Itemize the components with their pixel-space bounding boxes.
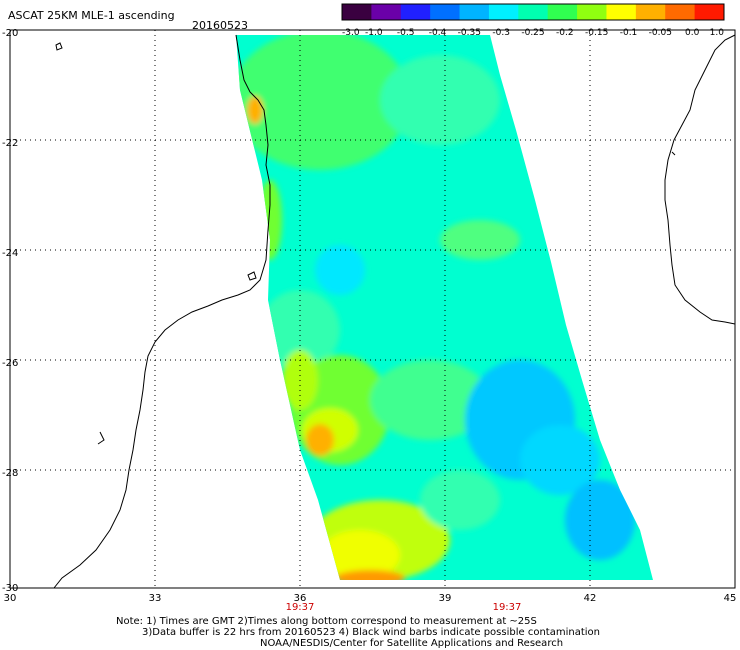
colorbar-tick-label: -0.2 — [556, 28, 574, 38]
colorbar-swatch — [342, 4, 372, 20]
colorbar-frame — [341, 3, 725, 21]
note-line-1: Note: 1) Times are GMT 2)Times along bot… — [116, 616, 537, 627]
note-line-3: NOAA/NESDIS/Center for Satellite Applica… — [260, 638, 564, 649]
note-line-2: 3)Data buffer is 22 hrs from 20160523 4)… — [142, 627, 600, 638]
map-frame — [9, 29, 736, 589]
colorbar-tick-label: 0.0 — [685, 28, 700, 38]
colorbar-swatch — [635, 4, 666, 20]
colorbar-swatch — [459, 4, 490, 20]
colorbar-tick-label: -0.1 — [620, 28, 638, 38]
lat-label: -24 — [2, 248, 18, 259]
madagascar-coastline — [664, 34, 736, 325]
colorbar-tick-label: -1.0 — [365, 28, 383, 38]
colorbar-tick-label: -0.25 — [521, 28, 544, 38]
colorbar-tick-label: 1.0 — [710, 28, 725, 38]
lon-label: 33 — [149, 593, 162, 604]
lon-label: 42 — [584, 593, 597, 604]
island-marks — [55, 42, 676, 445]
lat-label: -28 — [2, 468, 18, 479]
colorbar-tick-label: -0.35 — [458, 28, 481, 38]
colorbar-tick-label: -0.4 — [429, 28, 447, 38]
colorbar-swatch — [488, 4, 519, 20]
lat-label: -20 — [2, 28, 18, 39]
colorbar-tick-label: -0.05 — [649, 28, 672, 38]
colorbar-tick-label: -3.0 — [342, 28, 360, 38]
map-title: ASCAT 25KM MLE-1 ascending — [8, 9, 175, 22]
colorbar-swatch — [694, 4, 725, 20]
colorbar-tick-label: -0.5 — [397, 28, 415, 38]
time-labels: 19:37 19:37 — [286, 602, 522, 613]
grid — [10, 30, 735, 588]
colorbar-tick-label: -0.3 — [492, 28, 510, 38]
colorbar-swatch — [518, 4, 549, 20]
lon-labels: 30 33 36 39 42 45 — [4, 593, 737, 604]
lat-labels: -20 -22 -24 -26 -28 -30 — [2, 28, 18, 594]
colorbar-swatch — [577, 4, 607, 20]
colorbar-swatch — [606, 4, 637, 20]
lat-label: -22 — [2, 138, 18, 149]
colorbar-swatch — [371, 4, 402, 20]
lat-label: -26 — [2, 358, 18, 369]
lon-label: 39 — [439, 593, 452, 604]
colorbar-swatch — [400, 4, 431, 20]
map-date: 20160523 — [192, 19, 248, 32]
lon-label: 30 — [4, 593, 17, 604]
africa-coastline — [53, 34, 271, 589]
lon-label: 45 — [724, 593, 737, 604]
time-label: 19:37 — [493, 602, 522, 613]
lon-label: 36 — [294, 593, 307, 604]
time-label: 19:37 — [286, 602, 315, 613]
colorbar-tick-label: -0.15 — [585, 28, 608, 38]
colorbar-swatch — [547, 4, 578, 20]
colorbar: -3.0 -1.0 -0.5 -0.4 -0.35 -0.3 -0.25 -0.2 -0.15 -… — [341, 3, 725, 38]
colorbar-swatch — [430, 4, 461, 20]
lat-label: -30 — [2, 583, 18, 594]
colorbar-swatch — [665, 4, 696, 20]
